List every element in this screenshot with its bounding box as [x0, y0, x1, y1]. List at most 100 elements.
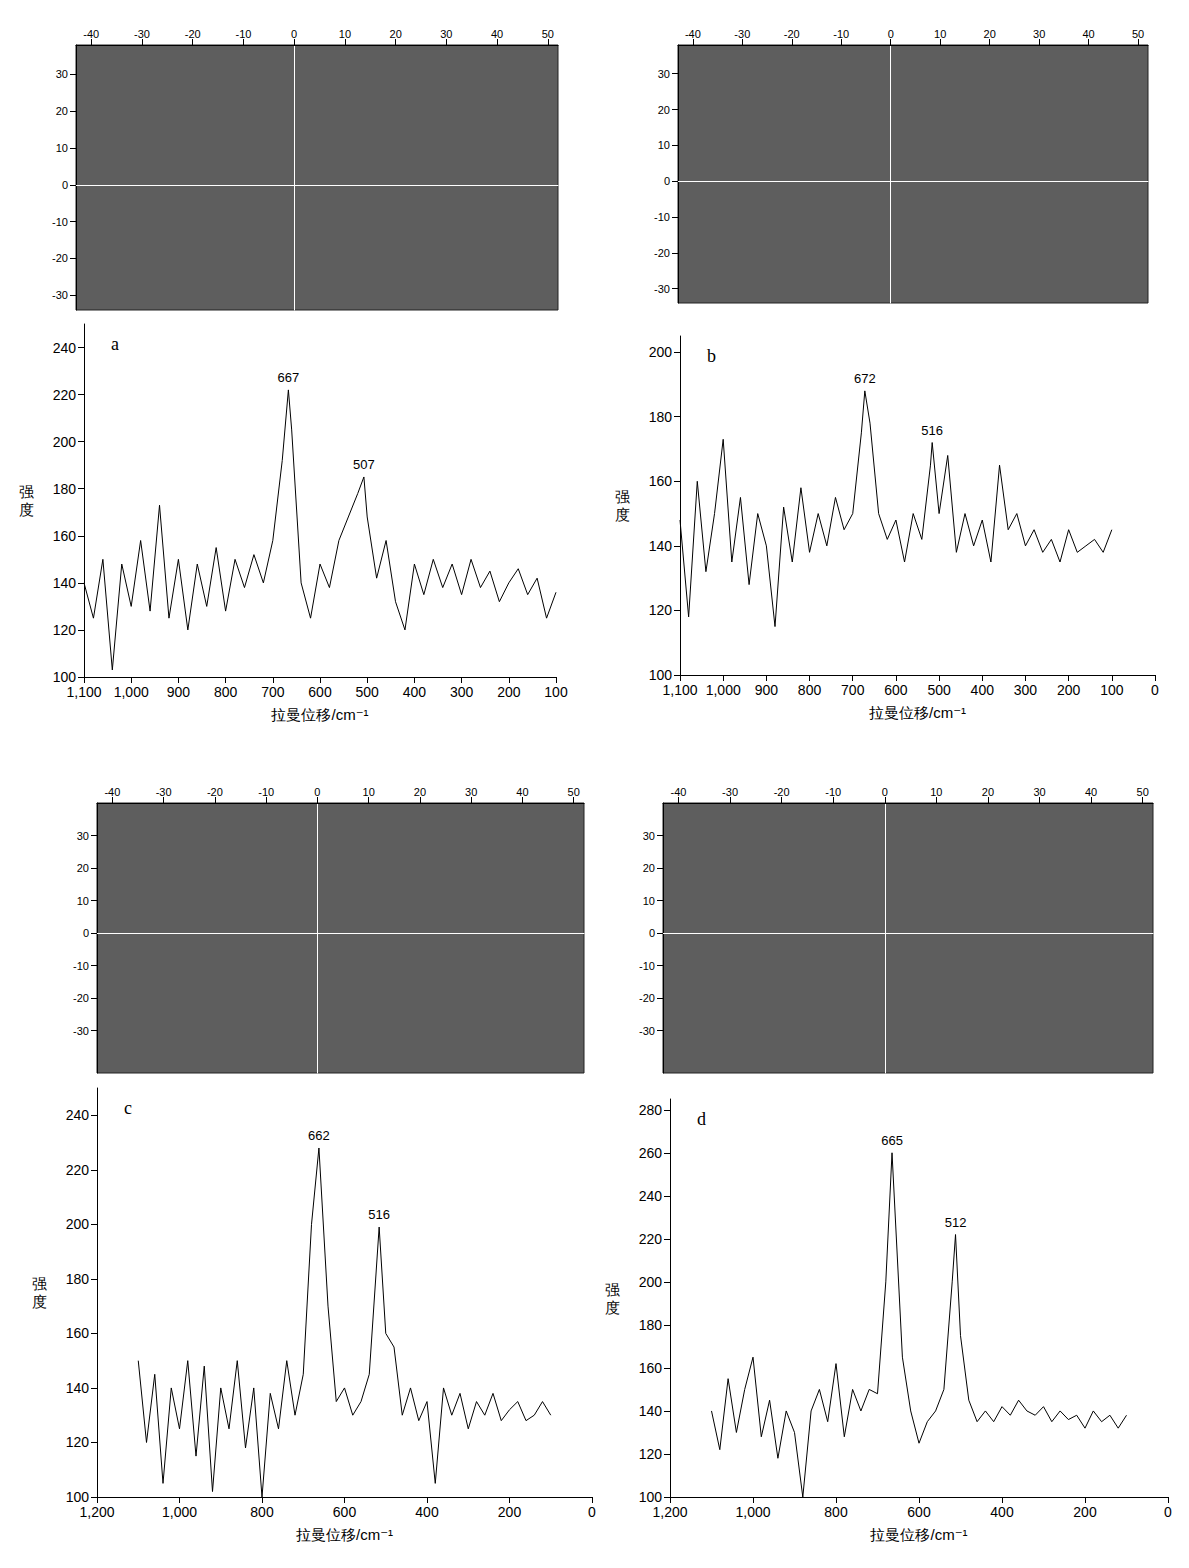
svg-text:220: 220 [53, 387, 77, 403]
svg-text:200: 200 [639, 1274, 663, 1290]
svg-text:1,000: 1,000 [114, 684, 149, 700]
svg-text:400: 400 [971, 682, 995, 698]
svg-text:30: 30 [77, 830, 89, 842]
svg-text:-30: -30 [654, 283, 670, 295]
svg-text:10: 10 [658, 139, 670, 151]
svg-text:1,200: 1,200 [79, 1504, 114, 1520]
svg-text:200: 200 [498, 1504, 522, 1520]
svg-text:120: 120 [53, 622, 77, 638]
svg-text:20: 20 [984, 28, 996, 40]
svg-text:-20: -20 [73, 992, 89, 1004]
svg-text:-20: -20 [784, 28, 800, 40]
svg-text:20: 20 [658, 104, 670, 116]
svg-text:200: 200 [1057, 682, 1081, 698]
svg-text:10: 10 [56, 142, 68, 154]
svg-text:10: 10 [77, 895, 89, 907]
svg-text:500: 500 [927, 682, 951, 698]
svg-text:120: 120 [639, 1446, 663, 1462]
svg-text:672: 672 [854, 371, 876, 386]
svg-text:a: a [111, 334, 119, 354]
svg-text:200: 200 [1073, 1504, 1097, 1520]
svg-text:0: 0 [291, 28, 297, 40]
svg-text:-10: -10 [825, 786, 841, 798]
svg-text:180: 180 [639, 1317, 663, 1333]
svg-text:20: 20 [982, 786, 994, 798]
svg-text:拉曼位移/cm⁻¹: 拉曼位移/cm⁻¹ [870, 1526, 967, 1543]
svg-text:c: c [124, 1098, 132, 1118]
svg-text:40: 40 [1083, 28, 1095, 40]
svg-text:10: 10 [930, 786, 942, 798]
svg-text:30: 30 [465, 786, 477, 798]
svg-text:700: 700 [841, 682, 865, 698]
svg-text:1,000: 1,000 [162, 1504, 197, 1520]
svg-text:1,000: 1,000 [706, 682, 741, 698]
svg-text:度: 度 [615, 506, 630, 523]
svg-text:20: 20 [390, 28, 402, 40]
svg-text:40: 40 [1085, 786, 1097, 798]
svg-text:-30: -30 [734, 28, 750, 40]
svg-text:900: 900 [167, 684, 191, 700]
svg-text:180: 180 [66, 1271, 90, 1287]
svg-text:0: 0 [1151, 682, 1159, 698]
svg-text:400: 400 [415, 1504, 439, 1520]
svg-text:800: 800 [250, 1504, 274, 1520]
svg-text:800: 800 [798, 682, 822, 698]
svg-text:240: 240 [66, 1107, 90, 1123]
svg-text:100: 100 [53, 669, 77, 685]
svg-text:d: d [697, 1109, 706, 1129]
svg-text:100: 100 [66, 1489, 90, 1505]
svg-text:40: 40 [516, 786, 528, 798]
svg-text:-40: -40 [104, 786, 120, 798]
svg-text:240: 240 [53, 340, 77, 356]
svg-text:30: 30 [658, 68, 670, 80]
svg-text:900: 900 [755, 682, 779, 698]
svg-text:-30: -30 [639, 1025, 655, 1037]
svg-text:-10: -10 [258, 786, 274, 798]
svg-text:0: 0 [649, 927, 655, 939]
svg-text:220: 220 [639, 1231, 663, 1247]
svg-text:120: 120 [66, 1434, 90, 1450]
svg-text:20: 20 [643, 862, 655, 874]
svg-text:0: 0 [588, 1504, 596, 1520]
svg-text:拉曼位移/cm⁻¹: 拉曼位移/cm⁻¹ [296, 1526, 393, 1543]
svg-text:50: 50 [1137, 786, 1149, 798]
svg-text:140: 140 [649, 538, 673, 554]
svg-text:667: 667 [278, 370, 300, 385]
svg-text:200: 200 [53, 434, 77, 450]
svg-text:b: b [707, 346, 716, 366]
svg-text:400: 400 [990, 1504, 1014, 1520]
svg-text:-20: -20 [207, 786, 223, 798]
svg-text:30: 30 [1033, 28, 1045, 40]
svg-text:300: 300 [1014, 682, 1038, 698]
svg-text:10: 10 [363, 786, 375, 798]
svg-text:拉曼位移/cm⁻¹: 拉曼位移/cm⁻¹ [869, 704, 966, 721]
svg-text:强: 强 [32, 1275, 47, 1292]
svg-text:拉曼位移/cm⁻¹: 拉曼位移/cm⁻¹ [271, 706, 368, 723]
svg-text:220: 220 [66, 1162, 90, 1178]
svg-text:-10: -10 [235, 28, 251, 40]
svg-text:300: 300 [450, 684, 474, 700]
svg-text:0: 0 [62, 179, 68, 191]
svg-text:800: 800 [824, 1504, 848, 1520]
svg-text:40: 40 [491, 28, 503, 40]
svg-text:50: 50 [568, 786, 580, 798]
svg-text:-20: -20 [52, 252, 68, 264]
svg-text:0: 0 [314, 786, 320, 798]
svg-text:600: 600 [907, 1504, 931, 1520]
svg-text:-40: -40 [83, 28, 99, 40]
svg-text:-30: -30 [134, 28, 150, 40]
svg-text:280: 280 [639, 1102, 663, 1118]
svg-text:-30: -30 [52, 289, 68, 301]
svg-text:100: 100 [1100, 682, 1124, 698]
svg-text:20: 20 [414, 786, 426, 798]
svg-text:-10: -10 [52, 216, 68, 228]
svg-text:度: 度 [605, 1299, 620, 1316]
svg-text:1,100: 1,100 [662, 682, 697, 698]
svg-text:512: 512 [945, 1215, 967, 1230]
svg-text:-20: -20 [654, 247, 670, 259]
svg-text:516: 516 [368, 1207, 390, 1222]
svg-text:600: 600 [333, 1504, 357, 1520]
svg-text:160: 160 [66, 1325, 90, 1341]
svg-text:-10: -10 [654, 211, 670, 223]
svg-text:100: 100 [649, 667, 673, 683]
